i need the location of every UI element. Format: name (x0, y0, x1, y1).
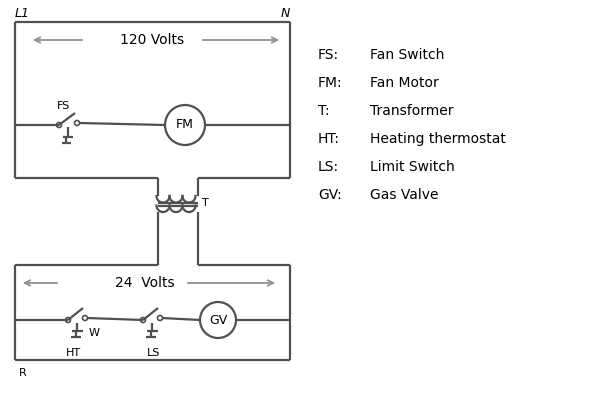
Text: L1: L1 (15, 7, 30, 20)
Text: Fan Motor: Fan Motor (370, 76, 439, 90)
Text: HT:: HT: (318, 132, 340, 146)
Text: T:: T: (318, 104, 330, 118)
Text: FS:: FS: (318, 48, 339, 62)
Text: 120 Volts: 120 Volts (120, 33, 184, 47)
Text: W: W (89, 328, 100, 338)
Text: Gas Valve: Gas Valve (370, 188, 438, 202)
Text: Limit Switch: Limit Switch (370, 160, 455, 174)
Text: N: N (281, 7, 290, 20)
Text: R: R (19, 368, 27, 378)
Text: Heating thermostat: Heating thermostat (370, 132, 506, 146)
Text: HT: HT (65, 348, 81, 358)
Text: FM:: FM: (318, 76, 343, 90)
Text: GV: GV (209, 314, 227, 326)
Text: Fan Switch: Fan Switch (370, 48, 444, 62)
Text: LS:: LS: (318, 160, 339, 174)
Text: GV:: GV: (318, 188, 342, 202)
Text: FS: FS (57, 101, 70, 111)
Text: 24  Volts: 24 Volts (115, 276, 175, 290)
Text: LS: LS (148, 348, 160, 358)
Text: FM: FM (176, 118, 194, 132)
Text: T: T (202, 198, 209, 208)
Text: Transformer: Transformer (370, 104, 454, 118)
